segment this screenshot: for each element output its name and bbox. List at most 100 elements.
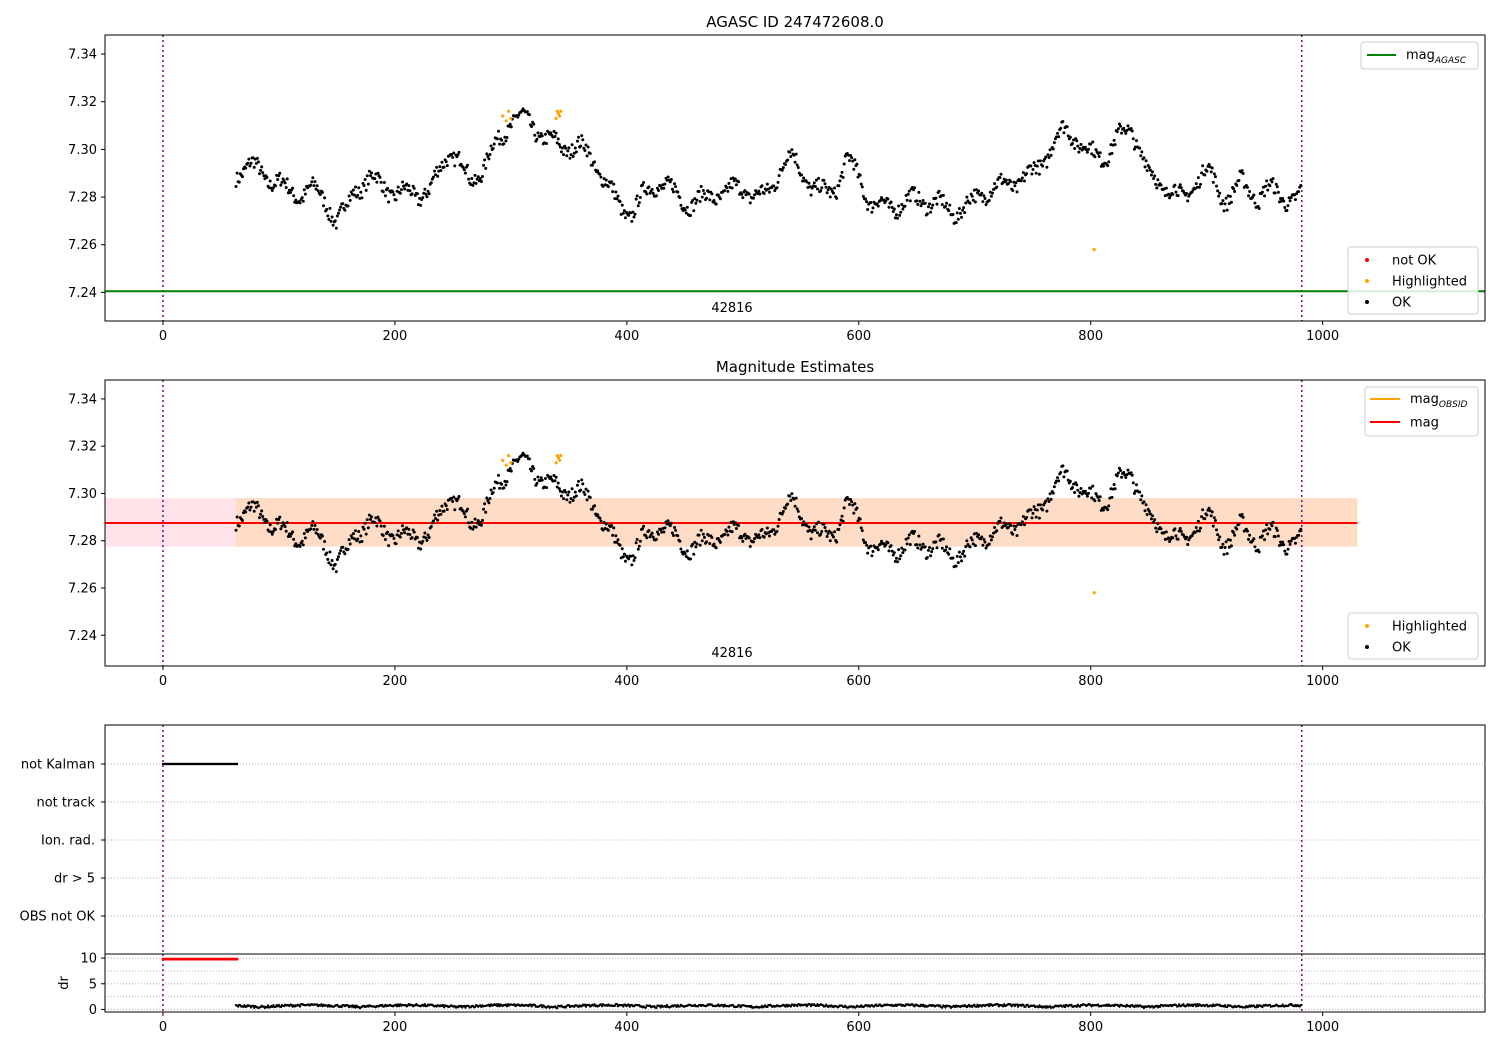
ok-point <box>852 511 856 515</box>
ok-point <box>789 499 793 503</box>
ok-point <box>725 186 729 190</box>
ok-point <box>1143 165 1147 169</box>
ok-point <box>884 543 888 547</box>
dr-point <box>975 1005 978 1008</box>
ok-point <box>921 199 925 203</box>
ok-point <box>331 567 335 571</box>
ok-point <box>1020 176 1024 180</box>
ok-point <box>378 175 382 179</box>
y-tick-label: 7.26 <box>68 238 97 253</box>
dr-point <box>315 1003 319 1006</box>
ok-point <box>323 196 327 200</box>
ok-point <box>1089 142 1093 146</box>
ok-point <box>1200 515 1204 519</box>
dr-point <box>529 1003 532 1006</box>
ok-point <box>1282 199 1286 203</box>
ok-point <box>277 174 281 178</box>
ok-point <box>438 509 442 513</box>
ok-point <box>805 180 809 184</box>
legend-label: Highlighted <box>1392 275 1467 290</box>
ok-point <box>1115 130 1119 134</box>
ok-point <box>387 544 391 548</box>
dr-point <box>279 1005 283 1009</box>
legend-points <box>1347 246 1479 315</box>
ok-point <box>737 180 741 184</box>
ok-point <box>330 215 334 219</box>
ok-point <box>903 204 907 208</box>
ok-point <box>312 527 316 531</box>
ok-point <box>897 204 901 208</box>
ok-point <box>1266 188 1270 192</box>
ok-point <box>776 524 780 528</box>
ok-point <box>1065 125 1069 129</box>
ok-point <box>1266 532 1270 536</box>
ok-point <box>396 185 400 189</box>
ok-point <box>444 504 448 508</box>
ok-point <box>285 521 289 525</box>
ok-point <box>439 169 443 173</box>
ok-point <box>348 542 352 546</box>
ok-point <box>817 520 821 524</box>
ok-point <box>1274 526 1278 530</box>
ok-point <box>1155 186 1159 190</box>
ok-point <box>956 217 960 221</box>
highlighted-point <box>1092 591 1096 595</box>
ok-point <box>725 529 729 533</box>
ok-point <box>899 554 903 558</box>
ok-point <box>1212 172 1216 176</box>
ok-point <box>896 560 900 564</box>
ok-point <box>931 203 935 207</box>
ok-point <box>1276 190 1280 194</box>
ok-point <box>714 546 718 550</box>
ok-point <box>536 131 540 135</box>
ok-point <box>839 518 843 522</box>
ok-point <box>1248 533 1252 537</box>
ok-point <box>799 517 803 521</box>
ok-point <box>1232 187 1236 191</box>
ok-point <box>327 561 331 565</box>
ok-point <box>995 529 999 533</box>
ok-point <box>467 521 471 525</box>
ok-point <box>1223 546 1227 550</box>
ok-point <box>1120 475 1124 479</box>
ok-point <box>1209 170 1213 174</box>
ok-point <box>618 543 622 547</box>
ok-point <box>288 191 292 195</box>
ok-point <box>244 166 248 170</box>
ok-point <box>781 509 785 513</box>
ok-point <box>651 535 655 539</box>
ok-point <box>762 535 766 539</box>
dr-point <box>265 1006 269 1009</box>
ok-point <box>892 207 896 211</box>
ok-point <box>327 217 331 221</box>
legend-label: not OK <box>1392 254 1437 269</box>
ok-point <box>683 208 687 212</box>
ok-point <box>767 534 771 538</box>
ok-point <box>1215 184 1219 188</box>
ok-point <box>604 178 608 182</box>
ok-point <box>379 524 383 528</box>
ok-point <box>741 196 745 200</box>
ok-point <box>700 539 704 543</box>
ok-point <box>1101 508 1105 512</box>
ok-point <box>1297 190 1301 194</box>
ok-point <box>1131 481 1135 485</box>
ok-point <box>983 197 987 201</box>
ok-point <box>621 211 625 215</box>
highlighted-point <box>501 114 505 118</box>
ok-point <box>905 198 909 202</box>
ok-point <box>765 182 769 186</box>
ok-point <box>940 203 944 207</box>
dr-point <box>251 1004 255 1008</box>
ok-point <box>1265 523 1269 527</box>
ok-point <box>1130 129 1134 133</box>
ok-point <box>367 169 371 173</box>
ok-point <box>794 496 798 500</box>
ok-point <box>606 528 610 532</box>
dr-point <box>513 1003 516 1006</box>
dr-point <box>615 1003 619 1006</box>
ok-point <box>982 537 986 541</box>
ok-point <box>753 537 757 541</box>
x-tick-label: 800 <box>1078 1020 1103 1035</box>
dr-point <box>1026 1003 1029 1007</box>
